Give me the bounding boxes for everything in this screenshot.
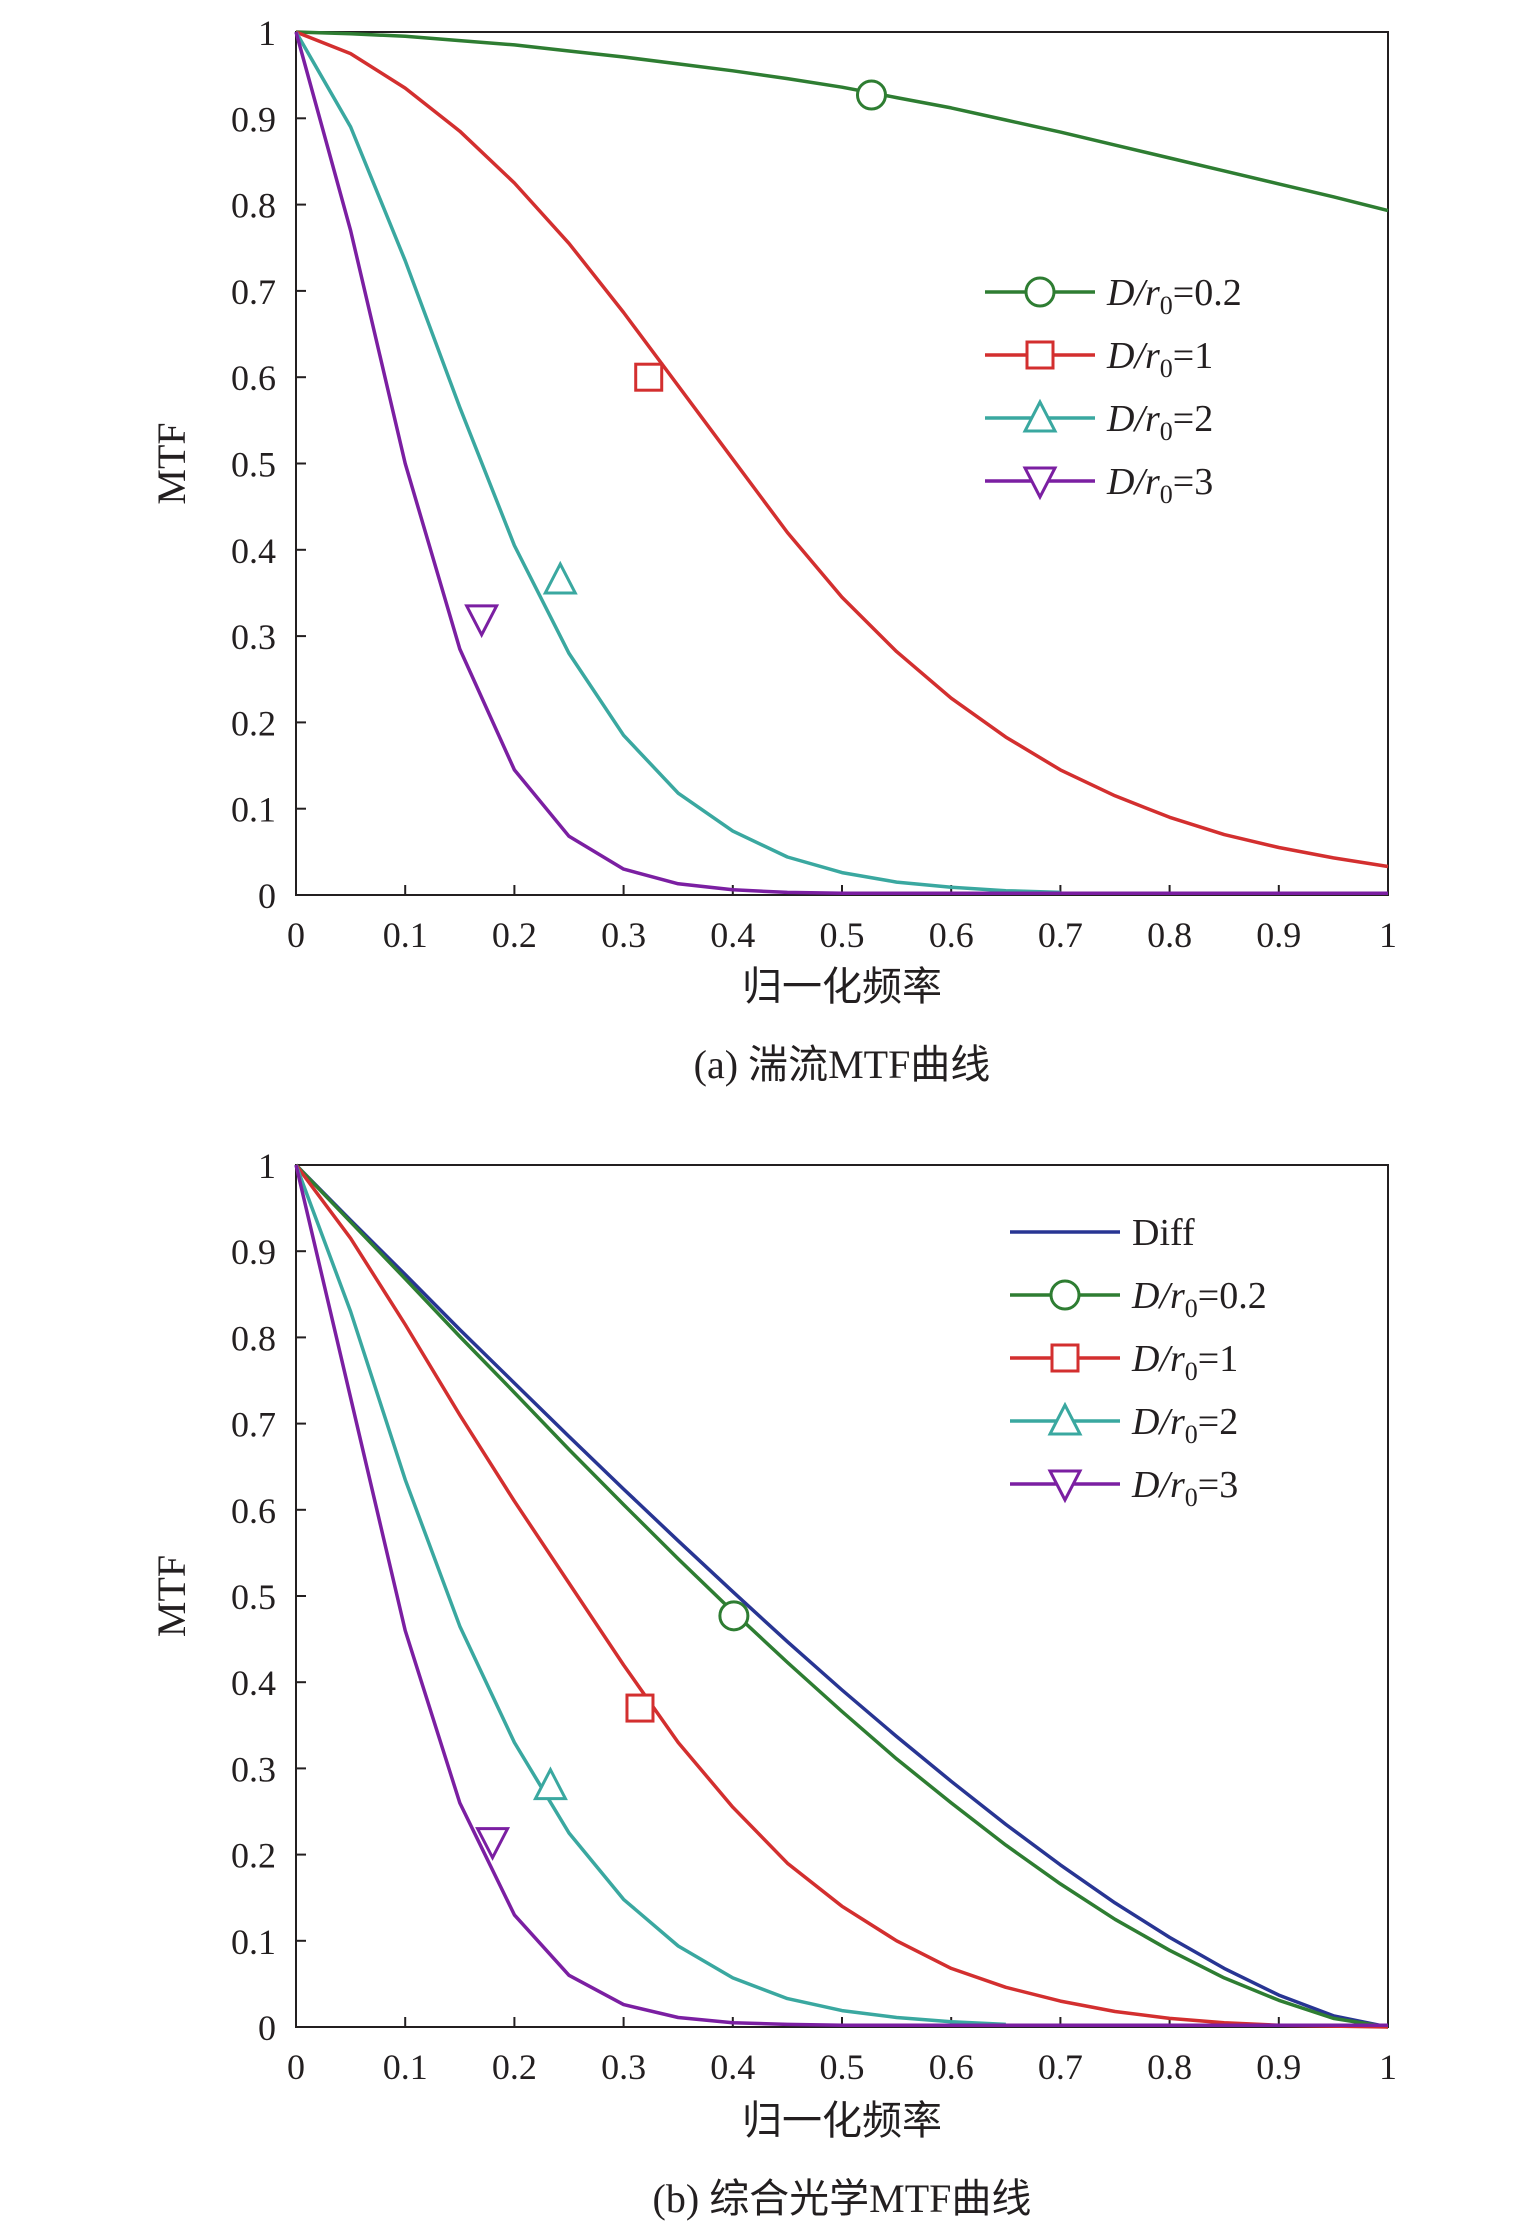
y-tick-label: 0.7 [231,1405,276,1445]
legend-item: D/r0=2 [985,398,1213,446]
x-tick-label: 0.5 [820,2047,865,2087]
y-tick-label: 0.8 [231,1318,276,1358]
x-tick-label: 1 [1379,2047,1397,2087]
y-tick-label: 0 [258,2008,276,2048]
legend-item: D/r0=1 [985,335,1213,383]
legend-marker [1025,340,1055,370]
legend-marker [1049,1279,1081,1311]
legend-marker [1022,466,1058,501]
legend-label: D/r0=0.2 [1106,272,1242,320]
x-tick-label: 0.1 [383,2047,428,2087]
x-tick-label: 0.3 [601,915,646,955]
x-axis-label: 归一化频率 [742,964,942,1009]
x-tick-label: 0.6 [929,2047,974,2087]
legend-label: D/r0=0.2 [1131,1275,1267,1323]
y-tick-label: 0.9 [231,99,276,139]
x-tick-label: 0.8 [1147,915,1192,955]
chart-a: 0 0.1 0.2 0.3 0.4 0.5 0.6 0.7 0.8 0.9 1 0 0.1 0.2 0.3 0… [149,13,1397,1087]
y-tick-label: 0.5 [231,1577,276,1617]
x-tick-label: 0 [287,915,305,955]
x-tick-label: 0.5 [820,915,865,955]
plot-frame [295,31,1389,896]
x-tick-label: 0.7 [1038,915,1083,955]
x-tick-label: 0.8 [1147,2047,1192,2087]
x-tick-label: 0.2 [492,915,537,955]
y-tick-label: 0.4 [231,531,276,571]
series-line [294,1164,1388,2028]
legend-item: Diff [1010,1212,1195,1254]
y-tick-label: 0.5 [231,445,276,485]
series-line [294,31,1061,895]
series-marker [475,1827,511,1861]
x-tick-label: 0.2 [492,2047,537,2087]
legend-item: D/r0=3 [1010,1464,1238,1512]
y-axis-label: MTF [149,422,194,504]
y-tick-label: 0.2 [231,703,276,743]
legend-item: D/r0=1 [1010,1338,1238,1386]
legend-label: D/r0=2 [1131,1401,1238,1449]
chart-caption: (b) 综合光学MTF曲线 [653,2176,1032,2221]
y-tick-label: 0.6 [231,358,276,398]
series-line [295,30,1389,213]
series-marker [718,1600,750,1632]
series-marker [464,604,500,639]
x-tick-label: 0.9 [1256,2047,1301,2087]
x-tick-label: 0.4 [710,2047,755,2087]
legend-item: D/r0=2 [1010,1401,1238,1449]
x-tick-label: 0.4 [710,915,755,955]
y-tick-label: 0.7 [231,272,276,312]
legend-label: D/r0=1 [1106,335,1213,383]
series-marker [542,560,578,595]
legend-label: D/r0=1 [1131,1338,1238,1386]
x-axis-label: 归一化频率 [742,2098,942,2143]
series-marker [855,79,887,111]
chart-caption: (a) 湍流MTF曲线 [694,1042,991,1087]
legend-label: D/r0=3 [1106,461,1213,509]
legend-item: D/r0=3 [985,461,1213,509]
legend-marker [1050,1343,1080,1373]
series-line [294,31,1388,896]
legend-marker [1024,276,1056,308]
x-tick-label: 0.9 [1256,915,1301,955]
series-marker [625,1693,655,1723]
series-line [294,1164,1006,2027]
legend-marker [1047,1469,1083,1504]
series-line [294,1163,1389,2029]
x-tick-label: 0.1 [383,915,428,955]
y-tick-label: 1 [258,1146,276,1186]
y-tick-label: 0.4 [231,1663,276,1703]
y-tick-label: 0 [258,876,276,916]
legend-marker [1022,398,1058,433]
y-tick-label: 0.9 [231,1232,276,1272]
y-tick-label: 0.6 [231,1491,276,1531]
y-tick-label: 1 [258,13,276,53]
legend-item: D/r0=0.2 [985,272,1242,320]
legend-marker [1047,1401,1083,1436]
legend-label: D/r0=2 [1106,398,1213,446]
series-marker [634,362,664,392]
series-line [294,1163,1389,2029]
y-tick-label: 0.2 [231,1836,276,1876]
legend-item: D/r0=0.2 [1010,1275,1267,1323]
x-tick-label: 1 [1379,915,1397,955]
y-tick-label: 0.1 [231,790,276,830]
series-marker [532,1766,568,1801]
legend-label: Diff [1132,1212,1195,1254]
x-tick-label: 0.7 [1038,2047,1083,2087]
series-line [294,1163,1389,2029]
y-tick-label: 0.1 [231,1922,276,1962]
x-tick-label: 0 [287,2047,305,2087]
y-tick-label: 0.3 [231,1749,276,1789]
legend-label: D/r0=3 [1131,1464,1238,1512]
y-tick-label: 0.8 [231,186,276,226]
y-axis-label: MTF [149,1555,194,1637]
series-line [295,30,1389,869]
y-tick-label: 0.3 [231,617,276,657]
x-tick-label: 0.6 [929,915,974,955]
chart-b: 0 0.1 0.2 0.3 0.4 0.5 0.6 0.7 0.8 0.9 1 0 0.1 0.2 0.3 0… [149,1146,1397,2221]
x-tick-label: 0.3 [601,2047,646,2087]
